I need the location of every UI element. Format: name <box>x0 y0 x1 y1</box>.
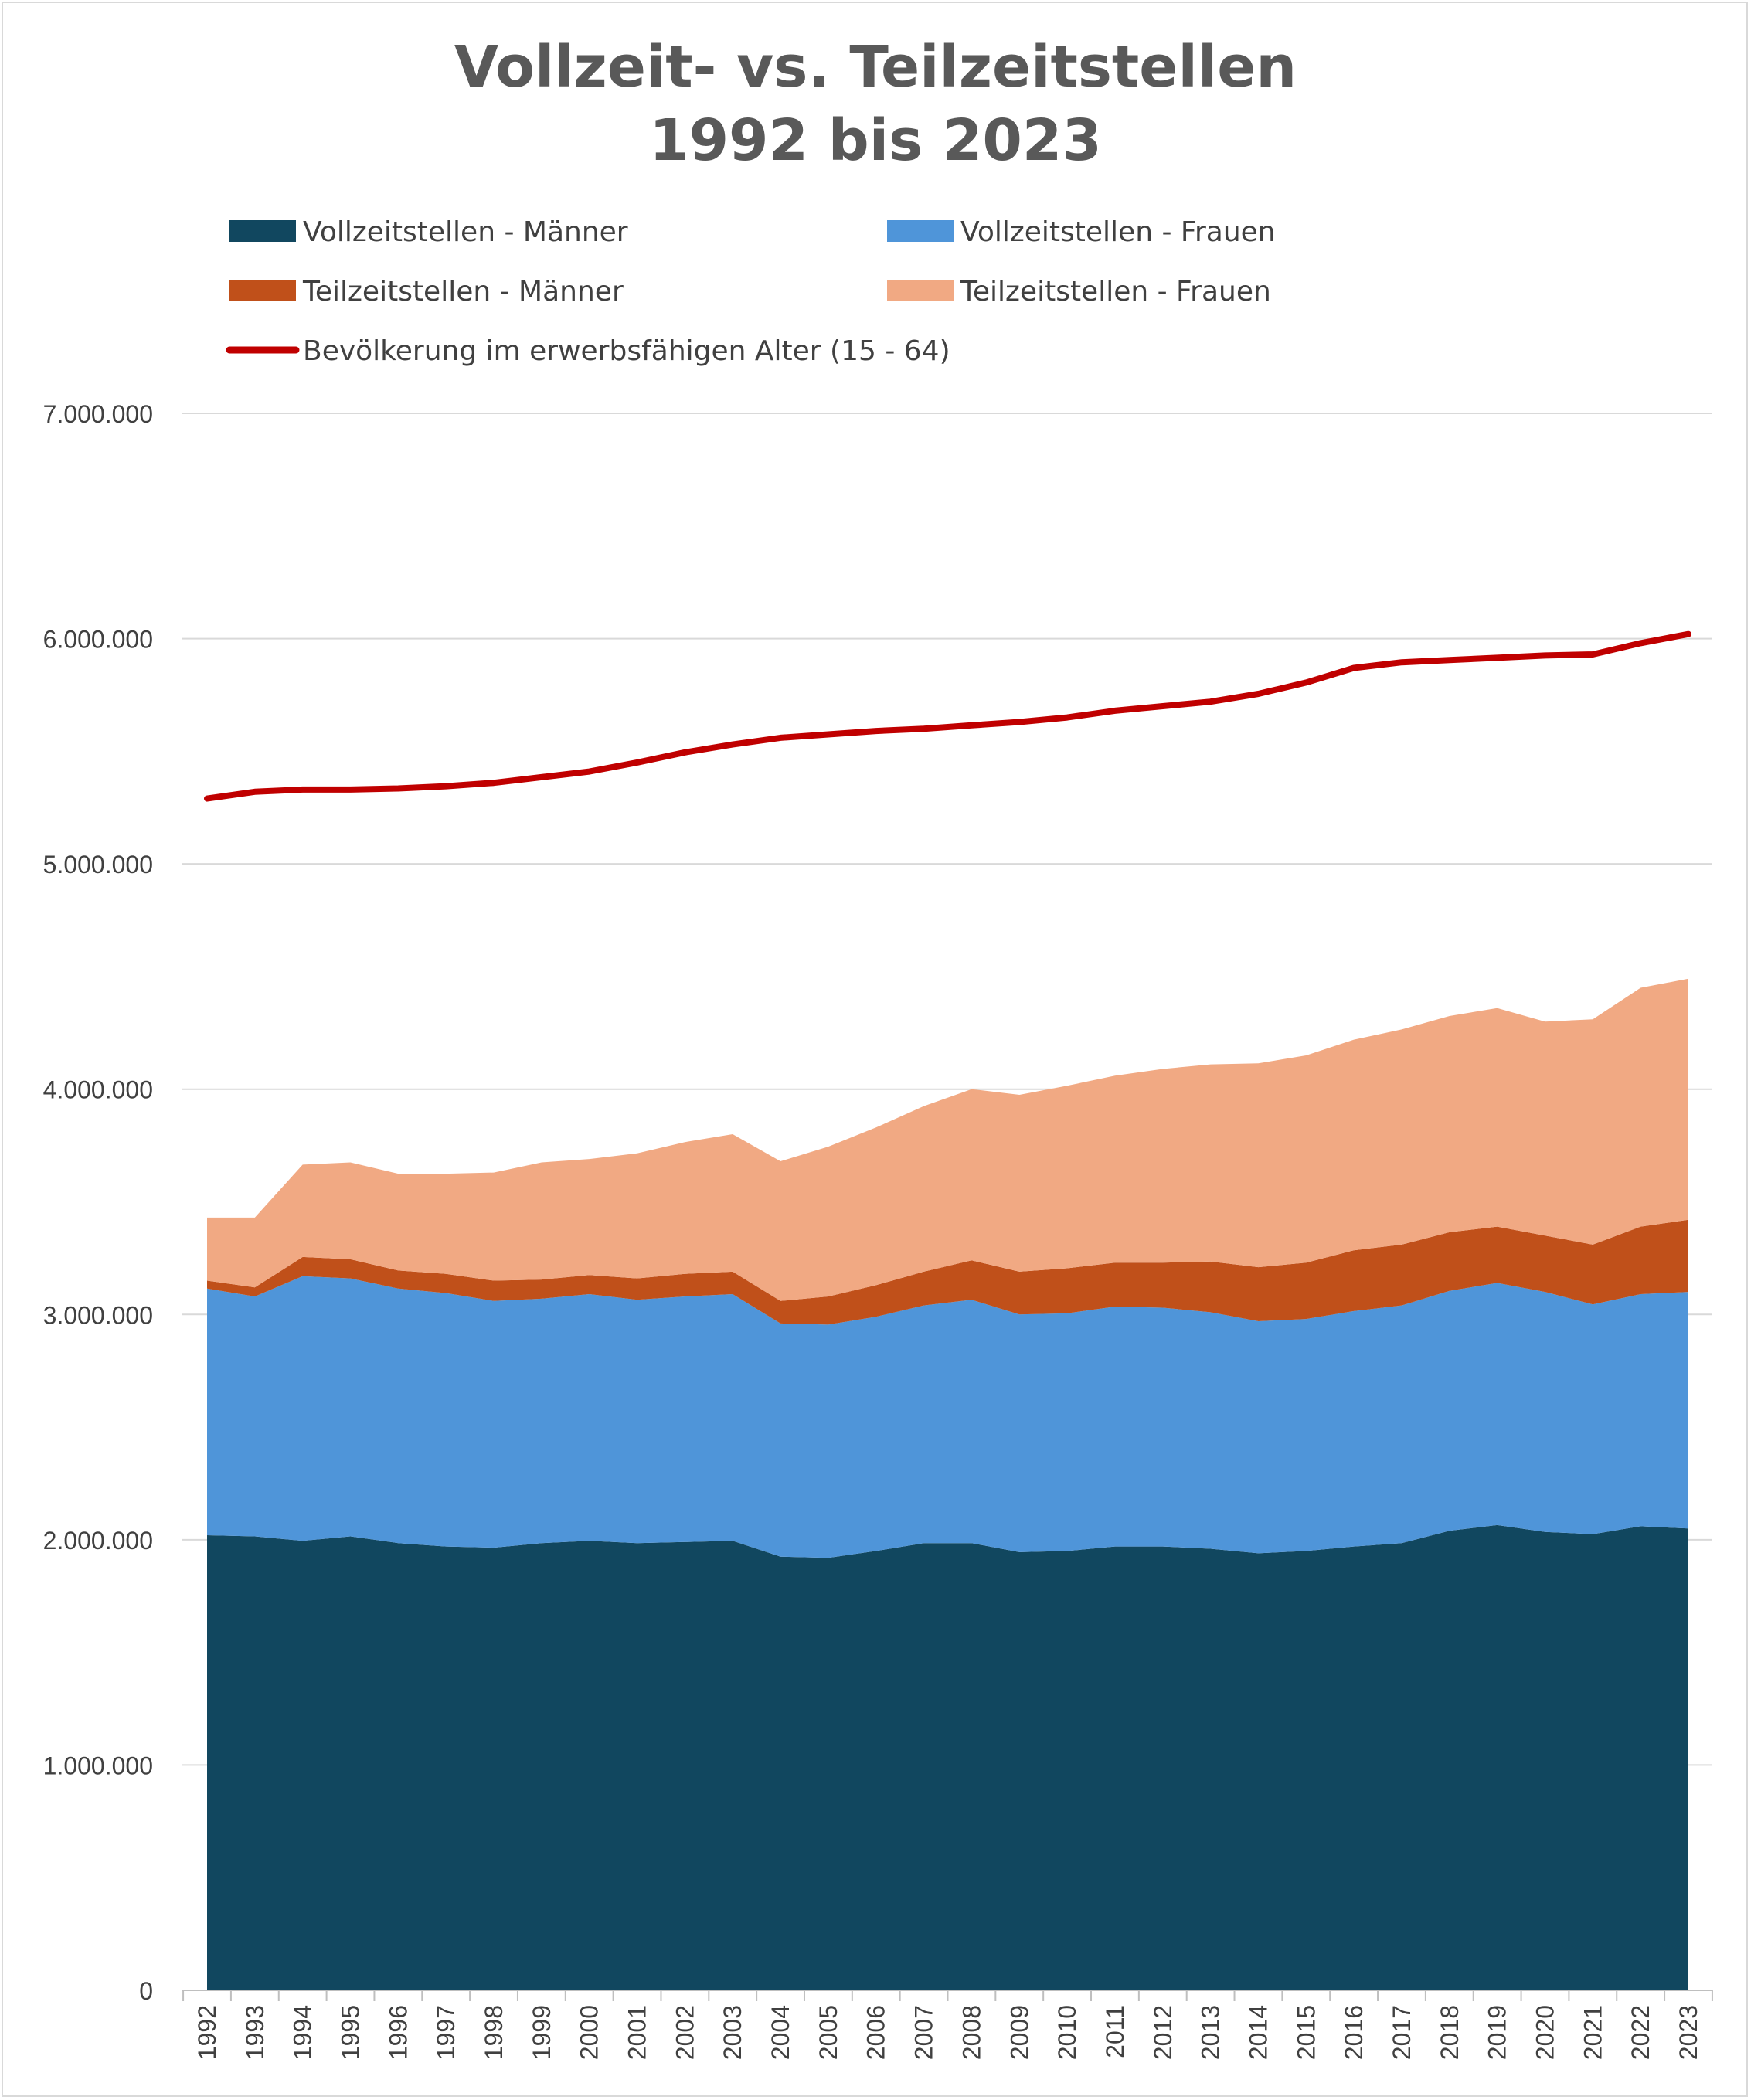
x-tick-label-1996: 1996 <box>384 2005 412 2060</box>
x-tick-label-2015: 2015 <box>1292 2005 1320 2060</box>
legend-item-1: Vollzeitstellen - Frauen <box>887 216 1276 248</box>
legend-label-3: Teilzeitstellen - Frauen <box>960 276 1271 308</box>
x-tick-label-1998: 1998 <box>480 2005 508 2060</box>
y-tick-label-2: 2.000.000 <box>43 1527 153 1555</box>
legend-item-4: Bevölkerung im erwerbsfähigen Alter (15 … <box>226 335 950 367</box>
x-tick-label-2021: 2021 <box>1579 2005 1606 2060</box>
x-tick-label-2006: 2006 <box>862 2005 890 2060</box>
x-tick-label-1997: 1997 <box>432 2005 460 2060</box>
legend-label-1: Vollzeitstellen - Frauen <box>960 216 1276 248</box>
x-tick-label-2002: 2002 <box>671 2005 699 2060</box>
legend-label-0: Vollzeitstellen - Männer <box>303 216 628 248</box>
chart-title: Vollzeit- vs. Teilzeitstellen 1992 bis 2… <box>454 34 1297 174</box>
x-tick-label-2020: 2020 <box>1531 2005 1559 2060</box>
x-tick-label-2007: 2007 <box>910 2005 938 2060</box>
x-tick-label-2019: 2019 <box>1484 2005 1511 2060</box>
legend-item-3: Teilzeitstellen - Frauen <box>887 276 1271 308</box>
chart-title-line-1: Vollzeit- vs. Teilzeitstellen <box>454 34 1297 100</box>
x-tick-label-2016: 2016 <box>1340 2005 1368 2060</box>
y-tick-label-0: 0 <box>139 1977 153 2005</box>
y-tick-label-4: 4.000.000 <box>43 1076 153 1104</box>
x-tick-label-1995: 1995 <box>337 2005 365 2060</box>
x-tick-label-2001: 2001 <box>624 2005 651 2060</box>
legend-item-2: Teilzeitstellen - Männer <box>230 276 624 308</box>
area-series-1 <box>207 1276 1688 1558</box>
stacked-areas <box>207 978 1688 1990</box>
legend-swatch-1 <box>887 220 954 242</box>
x-tick-label-1992: 1992 <box>193 2005 221 2060</box>
x-tick-label-2014: 2014 <box>1244 2005 1272 2060</box>
x-tick-label-1999: 1999 <box>528 2005 556 2060</box>
x-tick-label-2012: 2012 <box>1149 2005 1177 2060</box>
x-tick-label-1993: 1993 <box>241 2005 269 2060</box>
legend-swatch-2 <box>230 280 296 301</box>
y-tick-label-7: 7.000.000 <box>43 400 153 428</box>
y-tick-label-1: 1.000.000 <box>43 1752 153 1779</box>
x-tick-label-2005: 2005 <box>814 2005 842 2060</box>
legend-label-2: Teilzeitstellen - Männer <box>302 276 624 308</box>
legend-label-4: Bevölkerung im erwerbsfähigen Alter (15 … <box>303 335 950 367</box>
legend-swatch-0 <box>230 220 296 242</box>
chart-title-line-2: 1992 bis 2023 <box>649 107 1102 174</box>
area-series-0 <box>207 1524 1688 1990</box>
x-tick-label-2000: 2000 <box>576 2005 604 2060</box>
x-tick-label-2009: 2009 <box>1005 2005 1033 2060</box>
area-series-2 <box>207 1219 1688 1325</box>
x-tick-label-2018: 2018 <box>1436 2005 1464 2060</box>
y-tick-label-5: 5.000.000 <box>43 851 153 878</box>
x-tick-label-2008: 2008 <box>957 2005 985 2060</box>
legend: Vollzeitstellen - Männer Vollzeitstellen … <box>226 216 1276 367</box>
x-tick-label-2013: 2013 <box>1197 2005 1225 2060</box>
x-tick-label-2023: 2023 <box>1674 2005 1702 2060</box>
x-tick-label-2010: 2010 <box>1053 2005 1081 2060</box>
legend-swatch-3 <box>887 280 954 301</box>
legend-item-0: Vollzeitstellen - Männer <box>230 216 628 248</box>
y-axis: 0 1.000.000 2.000.000 3.000.000 4.000.000 5.0… <box>43 400 153 2005</box>
y-tick-label-3: 3.000.000 <box>43 1301 153 1329</box>
x-tick-label-1994: 1994 <box>289 2005 317 2060</box>
x-tick-label-2011: 2011 <box>1101 2005 1129 2058</box>
population-line <box>204 630 1692 802</box>
area-series-3 <box>207 978 1688 1301</box>
x-tick-label-2022: 2022 <box>1627 2005 1654 2060</box>
x-tick-label-2004: 2004 <box>767 2005 794 2060</box>
x-tick-label-2017: 2017 <box>1388 2005 1416 2060</box>
x-axis: 1992 1993 1994 1995 1996 1997 1998 1999 2000 2001… <box>182 1990 1713 2060</box>
x-tick-label-2003: 2003 <box>719 2005 746 2060</box>
population-line-path <box>204 630 1692 802</box>
y-tick-label-6: 6.000.000 <box>43 626 153 654</box>
